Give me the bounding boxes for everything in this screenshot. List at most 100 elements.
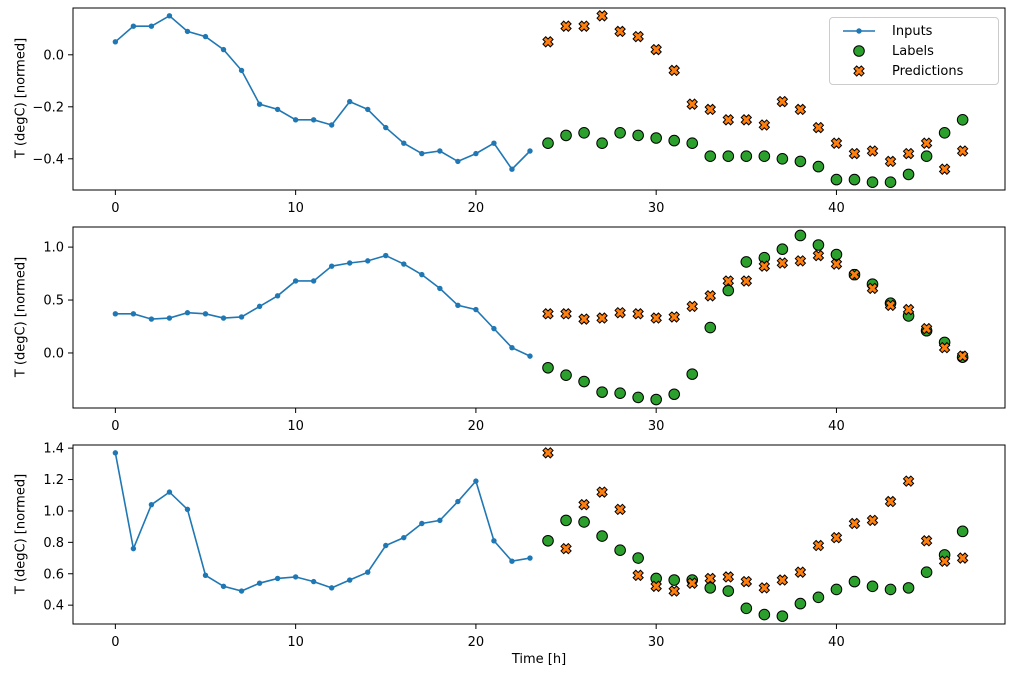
inputs-marker — [491, 325, 497, 332]
inputs-marker — [310, 117, 317, 123]
predictions-marker — [902, 147, 915, 160]
inputs-marker — [509, 558, 515, 564]
labels-marker — [758, 150, 771, 162]
inputs-line — [114, 14, 531, 171]
inputs-marker — [509, 166, 515, 172]
predictions-marker — [740, 575, 753, 588]
y-tick-label: −0.4 — [32, 152, 64, 167]
inputs-marker — [112, 39, 119, 45]
predictions-marker — [560, 20, 572, 32]
predictions-marker — [668, 311, 680, 323]
inputs-marker — [347, 260, 353, 266]
predictions-marker — [722, 275, 735, 287]
predictions-marker — [758, 119, 771, 131]
predictions-marker — [956, 145, 969, 157]
labels-marker — [920, 150, 933, 162]
predictions-marker — [704, 290, 717, 302]
predictions-marker — [722, 571, 735, 583]
labels-marker — [812, 160, 825, 173]
predictions-marker — [614, 306, 626, 319]
y-tick-label: 0.4 — [43, 599, 64, 614]
inputs-marker — [509, 344, 515, 351]
inputs-marker — [202, 572, 209, 579]
labels-marker — [632, 391, 644, 404]
inputs-marker — [166, 315, 173, 321]
labels-marker — [866, 176, 879, 188]
y-tick-label: 1.0 — [43, 504, 64, 519]
labels-marker — [542, 361, 554, 374]
x-tick-label: 30 — [648, 419, 665, 434]
labels-marker — [740, 256, 753, 268]
predictions-marker — [866, 145, 879, 157]
predictions-marker — [560, 308, 572, 320]
labels-marker — [740, 602, 753, 615]
inputs-marker — [220, 583, 227, 590]
labels-marker — [704, 321, 717, 334]
labels-marker — [650, 132, 662, 144]
labels-marker — [668, 388, 681, 401]
labels-marker — [704, 150, 717, 162]
inputs-marker — [383, 252, 389, 259]
labels-marker — [560, 129, 572, 142]
inputs-marker — [202, 33, 209, 40]
predictions-marker — [884, 299, 897, 312]
inputs-marker — [437, 517, 443, 524]
labels-marker — [956, 525, 969, 538]
x-tick-label: 0 — [111, 635, 119, 650]
labels-marker — [884, 583, 897, 596]
predictions-marker — [938, 555, 951, 567]
axes-frame — [72, 444, 1006, 625]
inputs-marker — [328, 585, 335, 591]
predictions-marker — [848, 517, 861, 530]
inputs-marker — [347, 98, 353, 105]
predictions-marker — [758, 582, 771, 594]
labels-circle-swatch — [853, 45, 865, 57]
x-tick-label: 10 — [287, 419, 304, 434]
y-tick-label: 0.5 — [43, 294, 64, 309]
inputs-marker — [473, 150, 479, 157]
labels-marker — [614, 387, 626, 399]
labels-marker — [542, 137, 554, 149]
inputs-marker — [292, 278, 299, 284]
predictions-marker — [650, 312, 662, 324]
x-tick-label: 20 — [468, 635, 485, 650]
labels-marker — [578, 375, 590, 388]
inputs-marker — [527, 353, 533, 359]
labels-marker — [902, 168, 915, 181]
inputs-marker — [437, 285, 443, 292]
predictions-marker — [866, 282, 879, 295]
predictions-marker — [902, 303, 915, 316]
inputs-marker — [184, 506, 191, 513]
labels-marker — [596, 386, 608, 398]
x-tick-label: 40 — [828, 635, 845, 650]
subplot-3-y-axis-title: T (degC) [normed] — [13, 473, 29, 595]
predictions-marker — [578, 20, 590, 32]
predictions-marker — [902, 475, 915, 487]
inputs-marker — [238, 67, 245, 74]
inputs-marker — [491, 538, 497, 544]
labels-marker — [668, 574, 681, 586]
predictions-marker — [722, 114, 735, 126]
inputs-marker — [419, 520, 425, 527]
predictions-marker — [596, 312, 608, 324]
legend: Inputs Labels Predictions — [829, 17, 999, 85]
labels-marker — [830, 583, 843, 596]
predictions-marker — [542, 36, 554, 48]
labels-marker — [848, 173, 861, 186]
predictions-marker — [632, 308, 644, 320]
subplot-2-y-axis-title: T (degC) [normed] — [13, 256, 29, 378]
predictions-marker — [650, 43, 662, 56]
predictions-marker — [848, 268, 861, 281]
predictions-marker — [668, 585, 680, 597]
predictions-marker — [650, 580, 662, 593]
labels-marker — [632, 129, 644, 142]
labels-marker — [722, 585, 735, 597]
inputs-marker — [401, 534, 407, 541]
legend-item-inputs: Inputs — [840, 23, 992, 39]
inputs-marker — [419, 271, 425, 278]
labels-marker — [578, 127, 590, 139]
predictions-marker — [920, 137, 933, 149]
x-tick-label: 20 — [468, 419, 485, 434]
